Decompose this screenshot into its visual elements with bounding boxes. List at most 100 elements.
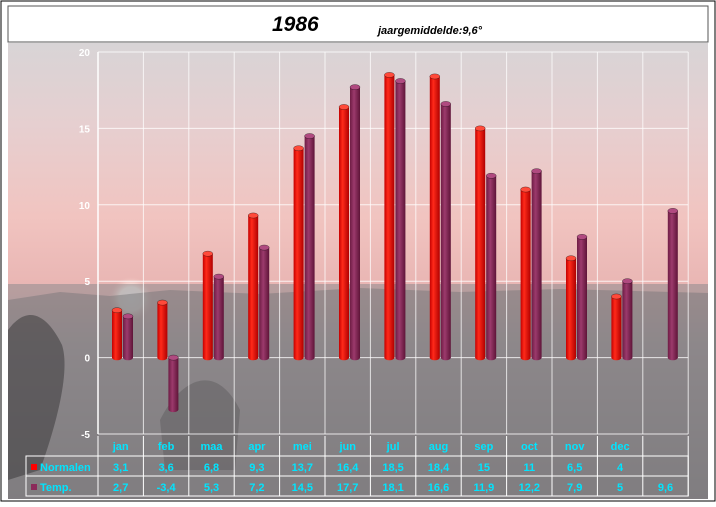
- data-label: 6,5: [567, 462, 582, 474]
- bar-normalen-body: [429, 76, 440, 358]
- bar-normalen-top: [157, 299, 168, 306]
- bar-normalen-body: [384, 74, 395, 358]
- bar-normalen-body: [202, 253, 213, 358]
- data-label: 5: [617, 482, 623, 494]
- bar-temp-body: [213, 276, 224, 358]
- data-label: 9,3: [249, 462, 264, 474]
- bar-normalen-top: [248, 212, 259, 219]
- bar-normalen-top: [475, 125, 486, 132]
- data-label: 5,3: [204, 482, 219, 494]
- bar-temp-top: [304, 133, 315, 139]
- bar-normalen-body: [112, 310, 122, 358]
- bar-temp: [486, 173, 497, 361]
- y-tick-label: 15: [79, 124, 91, 135]
- bar-temp: [622, 278, 633, 361]
- category-label: apr: [248, 441, 266, 453]
- bar-normalen-body: [157, 302, 168, 358]
- bar-normalen-body: [566, 258, 576, 358]
- data-table: jan feb maa apr mei jun jul aug sep oct nov dec Norm…: [25, 436, 689, 497]
- bar-temp-top: [122, 313, 134, 320]
- data-label: 6,8: [204, 462, 219, 474]
- title-box: [7, 5, 709, 43]
- bar-temp-body: [667, 210, 678, 358]
- data-label: 18,5: [382, 462, 403, 474]
- data-label: 11,9: [473, 482, 494, 494]
- bar-temp-top: [395, 78, 406, 84]
- data-label: 7,9: [567, 482, 582, 494]
- bar-temp: [395, 78, 406, 361]
- bar-temp-body: [531, 171, 542, 358]
- bar-temp: [667, 208, 678, 361]
- chart-title: 1986: [272, 13, 319, 36]
- legend-label-normalen: Normalen: [40, 462, 91, 474]
- grid-lines: [97, 51, 689, 435]
- bar-temp-top: [576, 234, 588, 240]
- category-label: maa: [200, 441, 223, 453]
- bar-normalen: [520, 186, 531, 361]
- data-label: 3,6: [158, 462, 173, 474]
- bar-temp: [259, 244, 270, 361]
- data-label: 18,1: [382, 482, 403, 494]
- category-label: sep: [474, 441, 493, 453]
- bar-temp-body: [304, 136, 315, 358]
- bar-temp: [440, 101, 451, 361]
- bar-normalen-body: [339, 107, 349, 358]
- data-label: 4: [617, 462, 624, 474]
- bars: [111, 72, 678, 413]
- bar-temp: [349, 84, 361, 361]
- chart-subtitle: jaargemiddelde:9,6°: [376, 25, 483, 37]
- bar-normalen-top: [111, 307, 123, 313]
- data-label: 13,7: [292, 462, 313, 474]
- bar-normalen: [248, 212, 259, 361]
- category-label: oct: [521, 441, 538, 453]
- bar-normalen: [293, 145, 304, 361]
- bar-normalen-body: [475, 128, 486, 358]
- bar-normalen-top: [565, 255, 577, 262]
- bar-temp-body: [259, 247, 270, 358]
- bar-temp-top: [531, 168, 542, 174]
- bar-normalen-top: [202, 250, 213, 257]
- data-label: 14,5: [292, 482, 313, 494]
- category-label: jan: [112, 441, 129, 453]
- bar-temp-top: [486, 173, 497, 179]
- bar-temp-top: [259, 244, 270, 251]
- bar-temp-body: [486, 175, 497, 358]
- category-label: jun: [338, 441, 356, 453]
- bar-temp-top: [213, 273, 224, 280]
- bar-normalen-body: [293, 148, 304, 358]
- bar-normalen-body: [520, 189, 531, 358]
- y-tick-label: 0: [84, 354, 90, 365]
- legend-label-temp: Temp.: [40, 482, 72, 494]
- y-tick-label: 20: [79, 48, 91, 59]
- data-label: -3,4: [157, 482, 177, 494]
- legend-swatch-temp: [31, 484, 37, 490]
- bar-temp: [531, 168, 542, 361]
- data-label: 2,7: [113, 482, 128, 494]
- category-label: dec: [611, 441, 630, 453]
- bar-normalen-top: [611, 293, 622, 300]
- bar-temp-body: [168, 357, 179, 410]
- bar-normalen-top: [293, 145, 304, 152]
- bar-normalen-top: [520, 186, 531, 193]
- category-label: mei: [293, 441, 312, 453]
- category-label: nov: [565, 441, 585, 453]
- y-tick-label: -5: [81, 430, 90, 441]
- data-label: 17,7: [337, 482, 358, 494]
- data-label: 12,2: [519, 482, 540, 494]
- data-label: 9,6: [658, 482, 673, 494]
- y-tick-label: 10: [79, 201, 91, 212]
- bar-temp: [576, 234, 588, 361]
- bar-temp: [122, 313, 134, 361]
- bar-temp-top: [349, 84, 361, 90]
- data-label: 7,2: [249, 482, 264, 494]
- bar-normalen: [338, 104, 350, 361]
- bar-normalen-top: [429, 73, 440, 80]
- legend-swatch-normalen: [31, 464, 37, 470]
- data-label: 18,4: [428, 462, 450, 474]
- bar-normalen: [202, 250, 213, 361]
- bar-temp-body: [577, 236, 587, 358]
- bar-normalen: [429, 73, 440, 361]
- bar-temp-body: [622, 281, 633, 358]
